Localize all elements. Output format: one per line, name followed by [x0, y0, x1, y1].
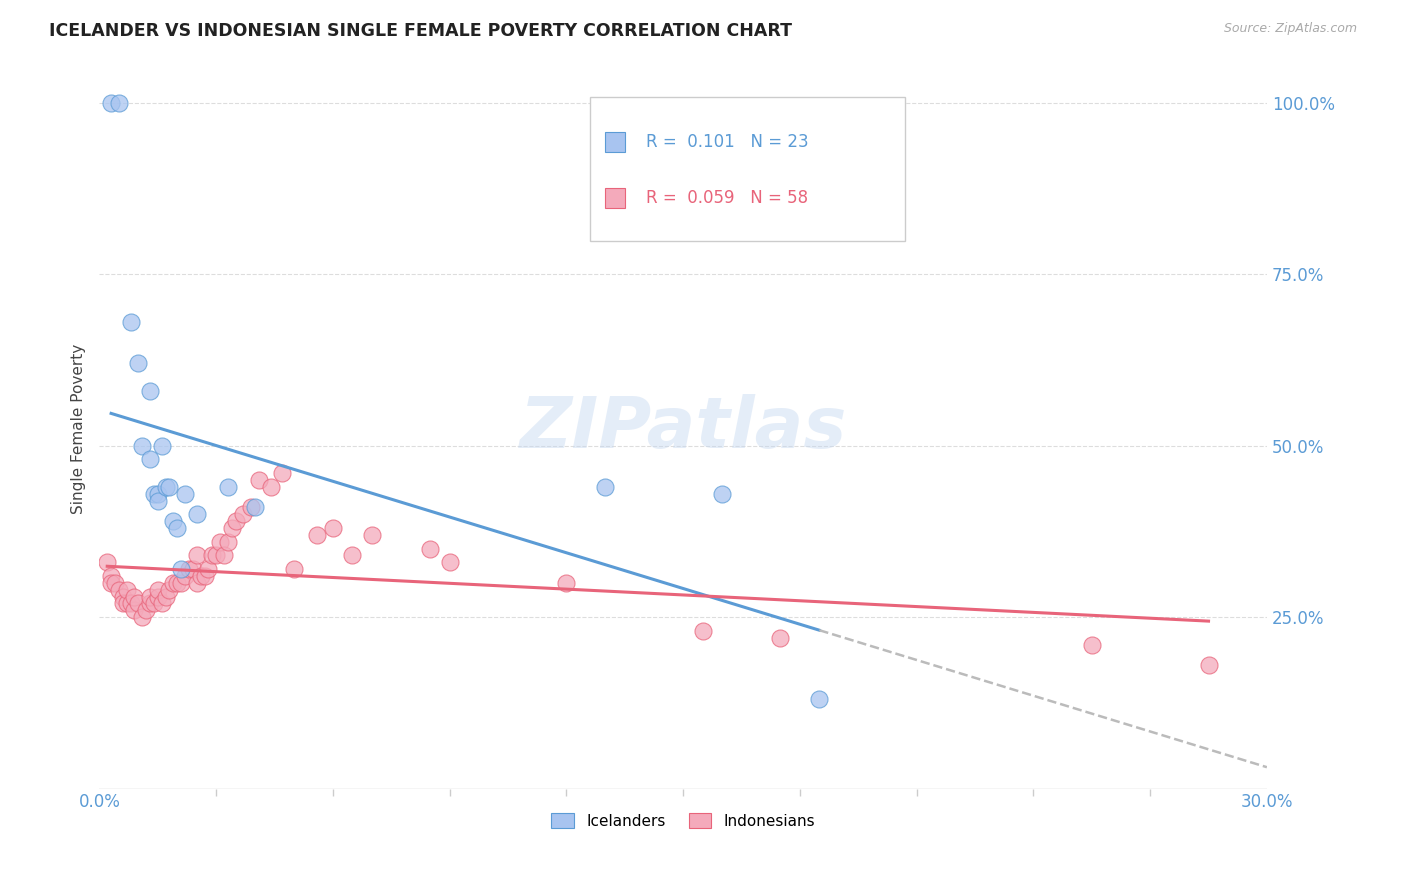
- Point: [142, 596, 165, 610]
- Point: [162, 514, 184, 528]
- Text: ICELANDER VS INDONESIAN SINGLE FEMALE POVERTY CORRELATION CHART: ICELANDER VS INDONESIAN SINGLE FEMALE PO…: [49, 22, 792, 40]
- Point: [146, 486, 169, 500]
- FancyBboxPatch shape: [589, 97, 905, 242]
- Point: [159, 480, 181, 494]
- Point: [120, 315, 142, 329]
- Point: [769, 631, 792, 645]
- Point: [139, 596, 162, 610]
- Point: [166, 521, 188, 535]
- Point: [225, 514, 247, 528]
- Text: R =  0.101   N = 23: R = 0.101 N = 23: [645, 133, 808, 151]
- Point: [170, 575, 193, 590]
- Point: [205, 549, 228, 563]
- Point: [555, 575, 578, 590]
- Point: [322, 521, 344, 535]
- Point: [150, 439, 173, 453]
- Point: [135, 603, 157, 617]
- Point: [146, 493, 169, 508]
- Point: [174, 486, 197, 500]
- Point: [212, 549, 235, 563]
- Point: [232, 507, 254, 521]
- Point: [166, 575, 188, 590]
- Point: [108, 95, 131, 110]
- Point: [307, 528, 329, 542]
- Point: [159, 582, 181, 597]
- Point: [131, 610, 153, 624]
- Legend: Icelanders, Indonesians: Icelanders, Indonesians: [546, 806, 821, 835]
- Point: [177, 562, 200, 576]
- Point: [111, 596, 134, 610]
- Point: [120, 596, 142, 610]
- Point: [100, 95, 122, 110]
- Point: [124, 603, 146, 617]
- Point: [217, 480, 239, 494]
- Point: [1198, 658, 1220, 673]
- Point: [419, 541, 441, 556]
- Point: [111, 590, 134, 604]
- Point: [808, 692, 831, 706]
- Point: [193, 569, 215, 583]
- Point: [711, 486, 734, 500]
- Point: [115, 582, 138, 597]
- Point: [243, 500, 266, 515]
- Point: [342, 549, 364, 563]
- Point: [155, 590, 177, 604]
- Point: [104, 575, 127, 590]
- Point: [186, 575, 208, 590]
- Text: R =  0.059   N = 58: R = 0.059 N = 58: [645, 189, 808, 207]
- Point: [209, 534, 232, 549]
- Point: [150, 596, 173, 610]
- Point: [127, 596, 149, 610]
- Point: [360, 528, 382, 542]
- Point: [181, 562, 204, 576]
- Point: [124, 590, 146, 604]
- Point: [139, 590, 162, 604]
- Point: [283, 562, 305, 576]
- Point: [155, 480, 177, 494]
- Point: [692, 624, 714, 638]
- Point: [170, 562, 193, 576]
- Point: [186, 549, 208, 563]
- Point: [100, 569, 122, 583]
- Point: [1081, 638, 1104, 652]
- Point: [115, 596, 138, 610]
- Point: [162, 575, 184, 590]
- Point: [221, 521, 243, 535]
- Point: [595, 480, 617, 494]
- Point: [139, 452, 162, 467]
- Point: [142, 486, 165, 500]
- Point: [96, 555, 118, 569]
- Point: [146, 590, 169, 604]
- Point: [240, 500, 263, 515]
- Point: [100, 575, 122, 590]
- Point: [217, 534, 239, 549]
- Point: [131, 439, 153, 453]
- Point: [139, 384, 162, 398]
- Text: ZIPatlas: ZIPatlas: [519, 394, 846, 463]
- Point: [146, 582, 169, 597]
- Point: [186, 507, 208, 521]
- Y-axis label: Single Female Poverty: Single Female Poverty: [72, 343, 86, 514]
- Point: [174, 569, 197, 583]
- Point: [108, 582, 131, 597]
- Point: [127, 356, 149, 370]
- Point: [247, 473, 270, 487]
- Text: Source: ZipAtlas.com: Source: ZipAtlas.com: [1223, 22, 1357, 36]
- Point: [439, 555, 461, 569]
- Point: [260, 480, 283, 494]
- Point: [201, 549, 224, 563]
- Point: [190, 569, 212, 583]
- Point: [271, 466, 294, 480]
- Point: [197, 562, 219, 576]
